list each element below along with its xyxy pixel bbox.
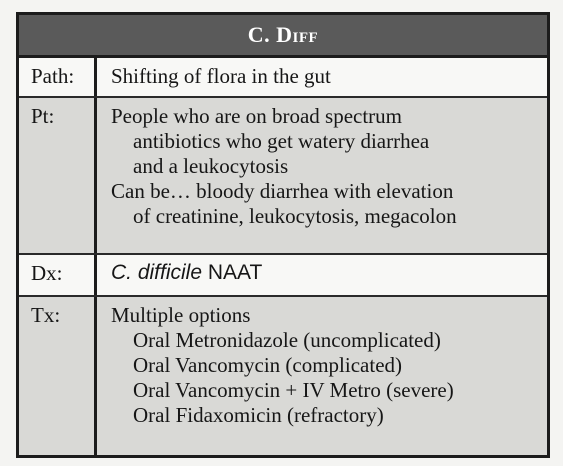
- row-content-tx: Multiple options Oral Metronidazole (unc…: [97, 297, 547, 455]
- row-content-path: Shifting of flora in the gut: [97, 58, 547, 96]
- tx-line: Multiple options: [111, 303, 251, 327]
- tx-line: Oral Fidaxomicin (refractory): [133, 403, 384, 427]
- dx-organism: C. difficile: [111, 261, 203, 284]
- pt-line: of creatinine, leukocytosis, megacolon: [133, 204, 457, 228]
- pt-line: People who are on broad spectrum: [111, 104, 402, 128]
- row-dx: Dx: C. difficile NAAT: [19, 255, 547, 297]
- pt-line: antibiotics who get watery diarrhea: [133, 129, 430, 153]
- tx-line: Oral Vancomycin (complicated): [133, 353, 403, 377]
- tx-line: Oral Metronidazole (uncomplicated): [133, 328, 441, 352]
- row-content-dx: C. difficile NAAT: [97, 255, 547, 295]
- pt-line: and a leukocytosis: [133, 154, 289, 178]
- path-text: Shifting of flora in the gut: [111, 64, 331, 88]
- dx-test: NAAT: [207, 261, 263, 284]
- row-label-pt: Pt:: [19, 98, 97, 253]
- c-diff-card: C. Diff Path: Shifting of flora in the g…: [16, 12, 550, 458]
- row-tx: Tx: Multiple options Oral Metronidazole …: [19, 297, 547, 455]
- row-label-dx: Dx:: [19, 255, 97, 295]
- pt-line: Can be… bloody diarrhea with elevation: [111, 179, 454, 203]
- row-label-path: Path:: [19, 58, 97, 96]
- row-pt: Pt: People who are on broad spectrum ant…: [19, 98, 547, 255]
- card-title: C. Diff: [19, 15, 547, 58]
- row-label-tx: Tx:: [19, 297, 97, 455]
- row-path: Path: Shifting of flora in the gut: [19, 58, 547, 98]
- row-content-pt: People who are on broad spectrum antibio…: [97, 98, 547, 253]
- tx-line: Oral Vancomycin + IV Metro (severe): [133, 378, 454, 402]
